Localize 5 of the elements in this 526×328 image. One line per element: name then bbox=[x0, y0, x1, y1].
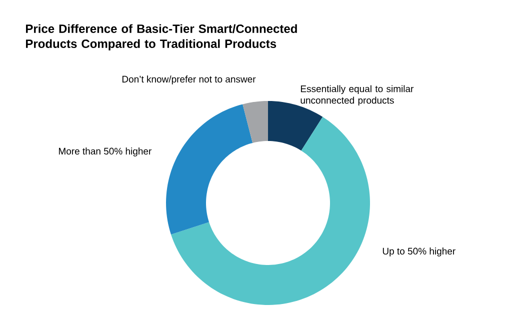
chart-title: Price Difference of Basic-Tier Smart/Connected Products Compared to Traditional Products bbox=[26, 24, 297, 50]
slice-label: Up to 50% higher bbox=[382, 248, 456, 256]
slice-label: More than 50% higher bbox=[58, 148, 152, 156]
slice-label: Essentially equal to similar unconnected products bbox=[300, 85, 414, 106]
slice-label: Don’t know/prefer not to answer bbox=[122, 76, 256, 84]
